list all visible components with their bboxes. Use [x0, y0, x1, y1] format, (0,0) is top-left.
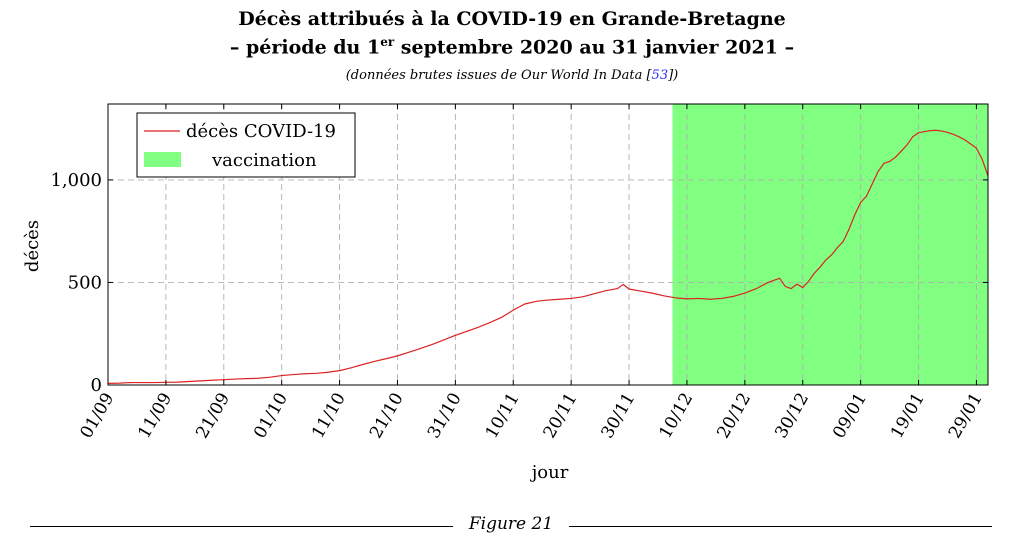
title-line2-start: – période du 1	[229, 36, 381, 59]
caption-rule-left	[30, 526, 453, 527]
y-axis-label: décès	[22, 220, 43, 272]
x-axis-label: jour	[530, 462, 569, 483]
legend: décès COVID-19 vaccination	[136, 112, 356, 178]
subtitle-reference-link[interactable]: 53	[651, 68, 669, 83]
legend-fill-swatch	[144, 152, 181, 167]
x-tick-label: 19/01	[887, 390, 929, 442]
chart-svg: 01/09 11/09 21/09 01/10 11/10 21/10 31/10 10/11…	[22, 103, 989, 483]
title-line2-superscript: er	[380, 35, 395, 49]
x-tick-label: 10/12	[655, 390, 697, 442]
subtitle-end: ])	[668, 68, 679, 83]
legend-entry-deces: décès COVID-19	[186, 121, 336, 142]
chart-title-line2: – période du 1er septembre 2020 au 31 ja…	[0, 35, 1024, 58]
y-tick-label: 500	[68, 272, 102, 293]
vaccination-span	[672, 104, 988, 385]
figure-caption: Figure 21	[468, 514, 554, 534]
figure-caption-row: Figure 21	[30, 512, 992, 542]
x-tick-label: 01/10	[250, 390, 292, 442]
subtitle-start: (données brutes issues de Our World In D…	[345, 68, 652, 83]
x-tick-label: 31/10	[424, 390, 466, 442]
x-tick-label: 09/01	[829, 390, 871, 442]
x-tick-label: 11/10	[308, 390, 350, 442]
x-tick-label: 30/12	[771, 390, 813, 442]
chart-title-line1: Décès attribués à la COVID-19 en Grande-…	[238, 8, 786, 30]
x-tick-label: 01/09	[77, 390, 119, 442]
series-line-deces	[107, 129, 989, 384]
x-tick-label: 30/11	[598, 390, 640, 442]
x-tick-label: 20/12	[713, 390, 755, 442]
title-line2-end: septembre 2020 au 31 janvier 2021 –	[394, 36, 795, 59]
x-tick-label: 21/09	[192, 390, 234, 442]
chart-subtitle: (données brutes issues de Our World In D…	[0, 68, 1024, 83]
x-tick-label: 29/01	[945, 390, 987, 442]
x-tick-label: 21/10	[366, 390, 408, 442]
y-tick-label: 1,000	[50, 170, 102, 191]
plot-frame	[107, 103, 989, 386]
caption-rule-right	[569, 526, 992, 527]
x-tick-label: 11/09	[134, 390, 176, 442]
x-tick-label: 10/11	[482, 390, 524, 442]
y-tick-label: 0	[91, 375, 102, 396]
x-tick-label: 20/11	[540, 390, 582, 442]
legend-entry-vaccination: vaccination	[211, 150, 317, 171]
